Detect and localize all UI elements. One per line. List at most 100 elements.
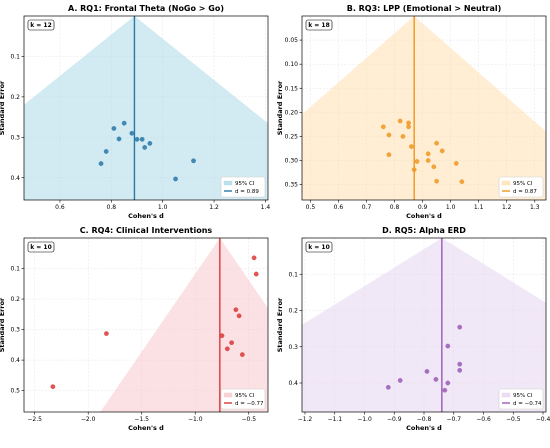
y-tick-label: 0.3 (10, 134, 20, 141)
x-tick-label: 0.9 (418, 204, 428, 211)
study-point (433, 377, 439, 382)
k-label: k = 18 (308, 22, 330, 29)
y-tick-label: 0.3 (288, 344, 298, 351)
k-label: k = 10 (308, 244, 330, 251)
x-tick-label: −1.0 (188, 416, 203, 423)
study-point (253, 271, 259, 277)
study-point (457, 367, 463, 373)
x-tick-label: 0.5 (306, 204, 316, 211)
study-point (409, 144, 414, 149)
legend-line-label: d = 0.87 (513, 189, 537, 195)
k-badge (27, 241, 55, 253)
study-point (139, 136, 145, 142)
legend-ci-label: 95% CI (513, 181, 533, 187)
study-point (50, 384, 56, 390)
x-tick-label: 1.4 (261, 204, 271, 211)
study-point (457, 324, 463, 330)
x-tick-label: −0.5 (506, 416, 521, 423)
plot-frame (301, 15, 547, 201)
study-point (173, 176, 178, 182)
study-point (439, 148, 445, 154)
x-tick-label: 0.8 (390, 204, 400, 211)
x-tick-label: 1.1 (474, 204, 484, 211)
study-point (442, 387, 448, 393)
y-tick-label: 0.35 (285, 182, 299, 189)
study-point (424, 369, 430, 374)
study-point (98, 161, 104, 166)
x-tick-label: 0.7 (362, 204, 372, 211)
funnel-ci-region (24, 16, 268, 200)
study-point (414, 159, 420, 164)
y-axis-label: Standard Error (0, 297, 6, 352)
legend-ci-swatch (223, 180, 233, 186)
study-point (121, 120, 127, 126)
funnel-ci-region (302, 238, 546, 412)
study-point (191, 158, 196, 164)
panel-title: A. RQ1: Frontal Theta (NoGo > Go) (68, 4, 224, 13)
study-point (380, 124, 386, 130)
study-point (147, 141, 153, 146)
legend: 95% CI d = −0.74 (498, 388, 544, 410)
y-tick-label: 0.30 (285, 158, 299, 165)
legend-ci-label: 95% CI (235, 393, 255, 399)
x-tick-label: 1.2 (209, 204, 219, 211)
study-point (129, 130, 135, 136)
plot-frame (23, 15, 269, 201)
x-tick-label: 0.6 (55, 204, 65, 211)
x-axis-label: Cohen's d (406, 424, 442, 432)
study-point (233, 307, 239, 313)
y-tick-label: 0.20 (285, 109, 299, 116)
panel-c: −2.5 −2.0 −1.5 −1.0 −0.5 0.1 0.2 0.3 0.4 0.5 C. RQ… (0, 226, 269, 432)
study-point (431, 164, 437, 170)
study-point (425, 151, 431, 157)
x-tick-label: −2.0 (81, 416, 96, 423)
x-tick-label: −0.5 (241, 416, 256, 423)
study-point (239, 352, 245, 357)
legend: 95% CI d = −0.77 (220, 388, 266, 410)
y-tick-label: 0.5 (10, 388, 20, 395)
y-tick-label: 0.2 (10, 94, 20, 101)
x-tick-label: −1.5 (134, 416, 149, 423)
study-point (397, 118, 403, 124)
x-tick-label: −0.6 (476, 416, 491, 423)
study-point (134, 136, 140, 142)
x-tick-label: 0.8 (107, 204, 117, 211)
x-tick-label: 1.3 (530, 204, 540, 211)
k-label: k = 12 (30, 22, 52, 29)
x-tick-label: −1.0 (357, 416, 372, 423)
y-tick-label: 0.1 (10, 266, 20, 273)
study-point (236, 313, 242, 319)
legend-ci-swatch (501, 392, 511, 398)
x-tick-label: −1.1 (327, 416, 342, 423)
study-point (111, 126, 117, 131)
legend-line-label: d = −0.77 (235, 401, 264, 407)
study-point (251, 255, 257, 261)
legend-ci-label: 95% CI (513, 393, 533, 399)
study-point (453, 161, 459, 166)
y-tick-label: 0.1 (288, 271, 298, 278)
k-badge (305, 241, 333, 253)
study-point (445, 343, 451, 349)
x-axis-label: Cohen's d (128, 424, 164, 432)
legend-line-label: d = 0.89 (235, 189, 259, 195)
y-tick-label: 0.4 (10, 357, 20, 364)
x-axis-label: Cohen's d (128, 212, 164, 220)
y-axis-label: Standard Error (276, 80, 284, 135)
panel-title: B. RQ3: LPP (Emotional > Neutral) (347, 4, 502, 13)
study-point (397, 378, 403, 383)
legend: 95% CI d = 0.89 (220, 176, 266, 198)
x-tick-label: 1.2 (502, 204, 512, 211)
y-tick-label: 0.2 (10, 296, 20, 303)
x-tick-label: −0.9 (387, 416, 402, 423)
y-tick-label: 0.1 (10, 53, 20, 60)
study-point (386, 152, 392, 158)
study-point (104, 331, 109, 336)
x-tick-label: 1.0 (158, 204, 168, 211)
y-axis-label: Standard Error (276, 297, 284, 352)
plot-area (302, 16, 546, 200)
study-point (229, 340, 234, 346)
panel-d: −1.2 −1.1 −1.0 −0.9 −0.8 −0.7 −0.6 −0.5 −0.4 0.1 0… (276, 226, 550, 432)
y-tick-label: 0.3 (10, 327, 20, 334)
funnel-ci-region (302, 16, 546, 200)
